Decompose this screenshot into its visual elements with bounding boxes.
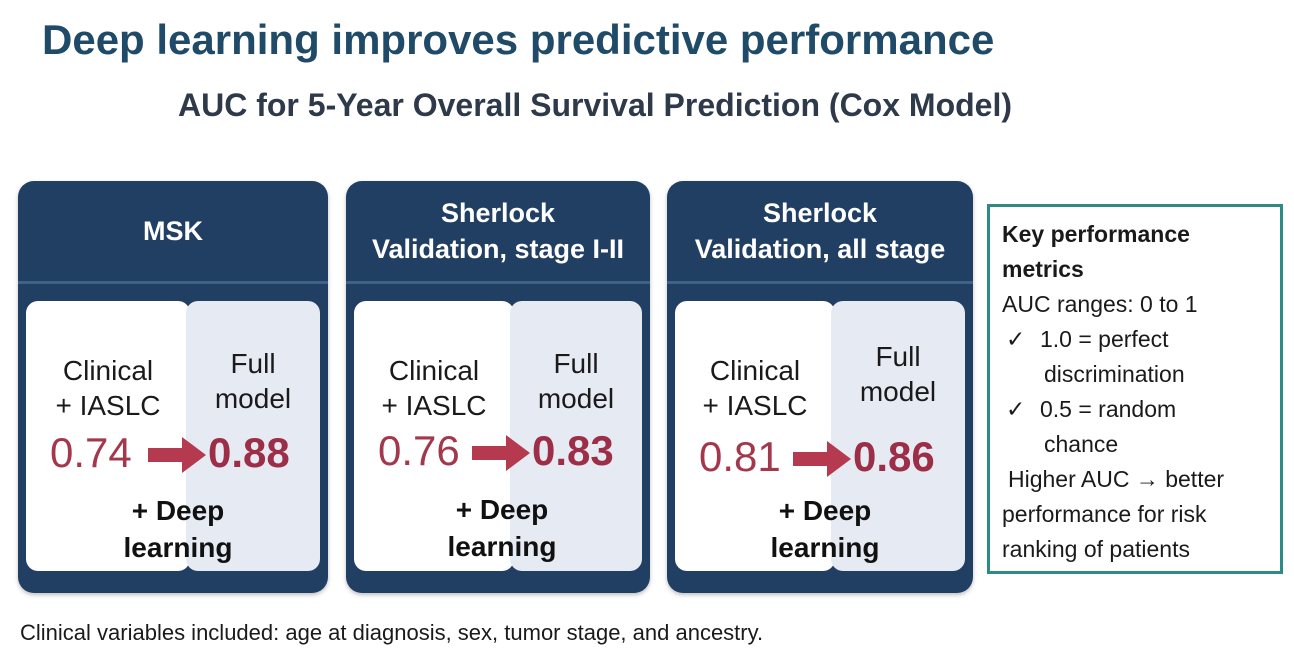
perfect-item: ✓ 1.0 = perfect	[1002, 322, 1280, 357]
baseline-panel	[354, 301, 514, 571]
page-subtitle: AUC for 5-Year Overall Survival Predicti…	[178, 87, 1012, 123]
cohort-header: MSK	[18, 181, 328, 281]
note-line-2: performance for risk	[1002, 501, 1207, 527]
baseline-panel	[26, 301, 190, 571]
random-item: ✓ 0.5 = random	[1002, 392, 1280, 427]
improvement-arrow-icon	[793, 441, 851, 477]
deep-learning-label: + Deep learning	[447, 494, 557, 562]
page-title: Deep learning improves predictive perfor…	[42, 16, 995, 63]
header-divider	[667, 281, 973, 284]
perfect-item-cont: discrimination	[1044, 361, 1185, 387]
full-model-auc: 0.88	[208, 429, 290, 476]
baseline-label: Clinical + IASLC	[381, 355, 487, 421]
cohort-header: Sherlock Validation, stage I-II	[346, 181, 650, 281]
metrics-heading: Key performance metrics	[1002, 221, 1190, 282]
full-model-label: Full model	[214, 348, 292, 414]
checkmark-icon: ✓	[1006, 326, 1026, 352]
cohort-card-sherlock-all-stage: Sherlock Validation, all stage Clinical …	[667, 181, 973, 593]
deep-learning-label: + Deep learning	[770, 495, 880, 563]
baseline-panel	[675, 301, 835, 571]
baseline-auc: 0.76	[378, 427, 460, 474]
baseline-auc: 0.74	[50, 429, 132, 476]
key-metrics-box: Key performance metrics AUC ranges: 0 to…	[987, 204, 1283, 574]
cohort-name: MSK	[143, 216, 203, 246]
full-model-auc: 0.83	[532, 427, 614, 474]
baseline-auc: 0.81	[699, 433, 781, 480]
baseline-label: Clinical + IASLC	[55, 355, 161, 421]
baseline-label: Clinical + IASLC	[702, 355, 808, 421]
cohort-subname: Validation, stage I-II	[371, 234, 625, 264]
improvement-arrow-icon	[472, 435, 530, 471]
full-model-panel	[186, 301, 320, 571]
random-item-cont: chance	[1044, 431, 1119, 457]
full-model-panel	[831, 301, 965, 571]
cohort-card-msk: MSK Clinical + IASLC Full model 0.74 0.8…	[18, 181, 328, 593]
cohort-name: Sherlock	[440, 198, 556, 228]
note-line-3: ranking of patients	[1002, 536, 1190, 562]
full-model-label: Full model	[859, 341, 937, 407]
full-model-panel	[510, 301, 642, 571]
cohort-header: Sherlock Validation, all stage	[667, 181, 973, 281]
header-divider	[346, 281, 650, 284]
note-line-1: Higher AUC → better	[1008, 466, 1225, 492]
cohort-name: Sherlock	[762, 198, 878, 228]
footnote: Clinical variables included: age at diag…	[20, 620, 764, 645]
improvement-arrow-icon	[148, 437, 206, 473]
cohort-card-sherlock-stage-i-ii: Sherlock Validation, stage I-II Clinical…	[346, 181, 650, 593]
cohort-subname: Validation, all stage	[694, 234, 946, 264]
checkmark-icon: ✓	[1006, 396, 1026, 422]
auc-range: AUC ranges: 0 to 1	[1002, 291, 1198, 317]
full-model-auc: 0.86	[853, 433, 935, 480]
full-model-label: Full model	[537, 348, 615, 414]
deep-learning-label: + Deep learning	[123, 495, 233, 563]
header-divider	[18, 281, 328, 284]
